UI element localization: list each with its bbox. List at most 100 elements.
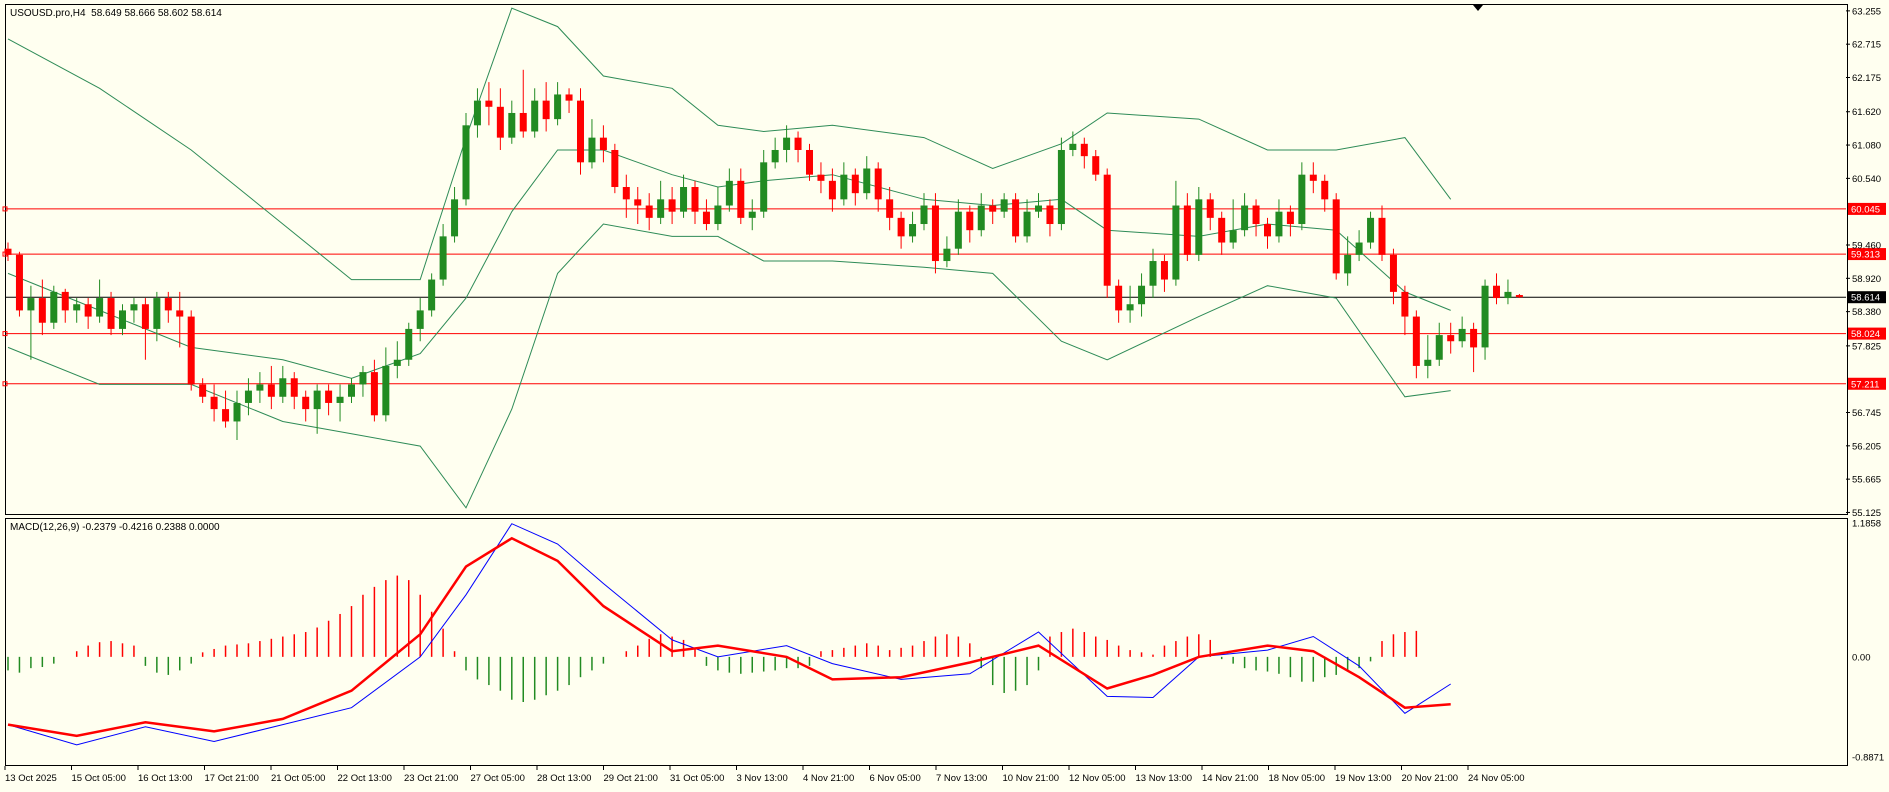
candle-body bbox=[199, 384, 207, 397]
candle-body bbox=[565, 94, 573, 101]
candle-body bbox=[931, 205, 939, 262]
candle-body bbox=[611, 149, 619, 188]
candle-body bbox=[1470, 328, 1478, 348]
candle-body bbox=[393, 359, 401, 366]
candle-body bbox=[61, 291, 69, 311]
candle-body bbox=[840, 174, 848, 200]
candle-body bbox=[794, 137, 802, 150]
candle-body bbox=[1286, 211, 1294, 225]
candle-body bbox=[1092, 156, 1100, 175]
price-tag-bg bbox=[1848, 202, 1886, 215]
candle-body bbox=[359, 372, 367, 385]
candle-body bbox=[1435, 335, 1443, 360]
candle-body bbox=[210, 396, 218, 410]
candle-body bbox=[302, 396, 310, 410]
price-tag-59.313: 59.313 bbox=[1851, 250, 1880, 261]
candle-body bbox=[897, 217, 905, 237]
candle-body bbox=[634, 199, 642, 206]
candle-body bbox=[428, 279, 436, 311]
candle-body bbox=[348, 384, 355, 397]
time-axis-label: 14 Nov 21:00 bbox=[1202, 773, 1259, 784]
candle-body bbox=[50, 291, 58, 323]
candle-body bbox=[702, 211, 710, 225]
macd-axis-label: 0.00 bbox=[1852, 652, 1871, 663]
candle-body bbox=[1023, 211, 1031, 237]
candle-body bbox=[1126, 304, 1134, 311]
candle-body bbox=[599, 137, 607, 150]
candle-body bbox=[577, 100, 584, 163]
candle-body bbox=[1515, 295, 1523, 298]
candle-body bbox=[851, 174, 859, 194]
candle-body bbox=[886, 199, 894, 218]
candle-body bbox=[943, 248, 951, 262]
candle-body bbox=[817, 174, 825, 181]
candle-body bbox=[141, 304, 149, 329]
candle-body bbox=[1493, 285, 1500, 299]
candle-body bbox=[657, 199, 665, 218]
candle-body bbox=[1504, 291, 1512, 299]
candle-body bbox=[15, 254, 23, 311]
level-marker bbox=[2, 206, 8, 212]
candle-body bbox=[256, 384, 264, 391]
time-axis-label: 27 Oct 05:00 bbox=[471, 773, 525, 784]
candle-body bbox=[370, 372, 378, 416]
price-axis-label: 58.920 bbox=[1852, 274, 1881, 285]
candle-body bbox=[1321, 180, 1329, 200]
candle-body bbox=[1218, 217, 1226, 243]
candle-body bbox=[416, 310, 424, 329]
candle-body bbox=[1275, 211, 1283, 237]
price-axis-label: 55.665 bbox=[1852, 475, 1881, 486]
candle-body bbox=[439, 236, 447, 280]
candle-body bbox=[4, 248, 12, 255]
time-axis-label: 23 Oct 21:00 bbox=[404, 773, 458, 784]
time-axis-label: 15 Oct 05:00 bbox=[72, 773, 126, 784]
candle-body bbox=[771, 149, 779, 163]
time-axis-label: 4 Nov 21:00 bbox=[803, 773, 854, 784]
price-axis-label: 56.205 bbox=[1852, 441, 1881, 452]
candle-body bbox=[1103, 174, 1111, 286]
candle-body bbox=[531, 100, 539, 132]
candle-body bbox=[1481, 285, 1489, 348]
time-axis-label: 21 Oct 05:00 bbox=[271, 773, 325, 784]
price-axis-label: 56.745 bbox=[1852, 408, 1881, 419]
candle-body bbox=[1012, 199, 1020, 237]
candle-body bbox=[1367, 217, 1375, 243]
candle-body bbox=[725, 180, 733, 206]
candle-body bbox=[462, 125, 470, 200]
candle-body bbox=[290, 378, 298, 397]
candle-body bbox=[1206, 199, 1214, 218]
time-axis-label: 18 Nov 05:00 bbox=[1269, 773, 1326, 784]
candle-body bbox=[1069, 143, 1077, 150]
price-pane[interactable]: USOUSD.pro,H4 58.649 58.666 58.602 58.61… bbox=[5, 4, 1848, 515]
time-axis-label: 19 Nov 13:00 bbox=[1335, 773, 1392, 784]
candle-body bbox=[130, 304, 138, 311]
candle-body bbox=[451, 199, 459, 237]
candle-body bbox=[909, 224, 917, 237]
time-axis-label: 13 Oct 2025 bbox=[5, 773, 57, 784]
time-axis-label: 22 Oct 13:00 bbox=[338, 773, 392, 784]
time-axis-label: 17 Oct 21:00 bbox=[205, 773, 259, 784]
macd-info: MACD(12,26,9) -0.2379 -0.4216 0.2388 0.0… bbox=[10, 522, 220, 533]
macd-axis-label: 1.1858 bbox=[1852, 519, 1881, 530]
macd-pane[interactable]: MACD(12,26,9) -0.2379 -0.4216 0.2388 0.0… bbox=[5, 518, 1848, 766]
price-tag-bg bbox=[1848, 248, 1886, 261]
candle-body bbox=[828, 180, 836, 200]
candle-body bbox=[714, 205, 722, 225]
price-axis-label: 57.825 bbox=[1852, 341, 1881, 352]
candle-body bbox=[1332, 199, 1340, 274]
candle-body bbox=[989, 205, 997, 212]
candle-body bbox=[1389, 254, 1397, 292]
candle-body bbox=[96, 298, 104, 317]
candle-body bbox=[1378, 217, 1386, 255]
time-axis-label: 16 Oct 13:00 bbox=[138, 773, 192, 784]
candle-body bbox=[153, 298, 161, 329]
price-axis-label: 63.255 bbox=[1852, 6, 1881, 17]
price-tag-60.045: 60.045 bbox=[1851, 204, 1880, 215]
price-axis-label: 55.125 bbox=[1852, 508, 1881, 519]
candle-body bbox=[405, 328, 413, 360]
candle-body bbox=[1447, 335, 1455, 342]
candle-body bbox=[1458, 328, 1466, 342]
bb-lower-line bbox=[7, 223, 1451, 509]
